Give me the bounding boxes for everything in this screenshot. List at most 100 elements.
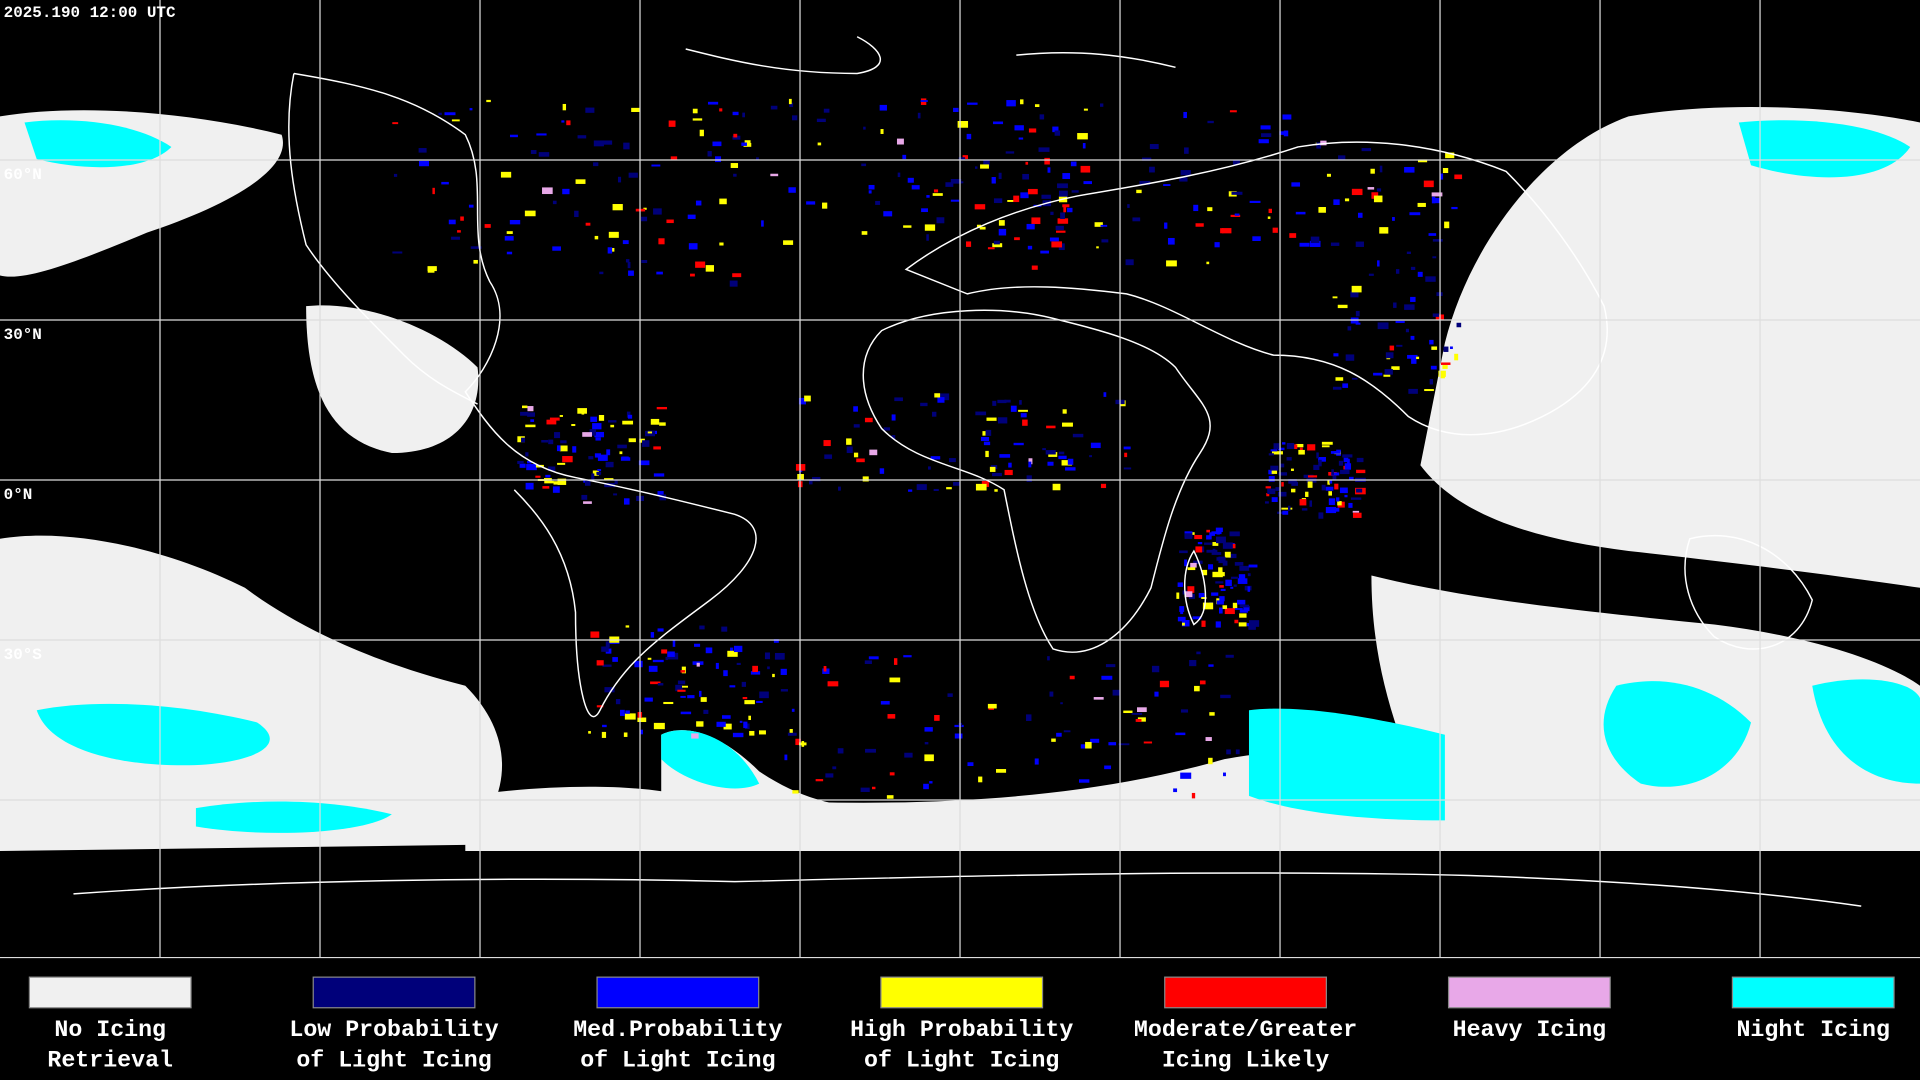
speckle [1451, 206, 1458, 210]
speckle [677, 689, 686, 692]
speckle [987, 703, 997, 709]
speckle [506, 251, 513, 255]
speckle [1330, 242, 1340, 246]
speckle [1351, 188, 1363, 196]
speckle [1132, 217, 1141, 222]
speckle [1281, 507, 1293, 510]
speckle [758, 730, 766, 735]
coastline [1684, 534, 1814, 650]
speckle [1062, 204, 1070, 208]
speckle [732, 135, 741, 140]
speckle [994, 489, 998, 492]
speckle [1208, 757, 1213, 765]
speckle [599, 271, 604, 275]
speckle [744, 140, 751, 146]
speckle [1265, 486, 1271, 489]
speckle [1100, 224, 1108, 227]
speckle [1356, 469, 1366, 474]
speckle [1393, 302, 1397, 308]
speckle [680, 695, 686, 698]
speckle [1333, 353, 1339, 357]
speckle [1281, 442, 1286, 445]
coastline [288, 73, 478, 405]
speckle [741, 681, 747, 687]
speckle [680, 670, 686, 673]
speckle [962, 155, 969, 159]
speckle [722, 715, 731, 719]
speckle [742, 112, 745, 118]
speckle [1175, 732, 1186, 736]
speckle [590, 631, 600, 638]
speckle [1197, 542, 1203, 545]
speckle [581, 410, 585, 415]
speckle [625, 625, 630, 628]
speckle [1235, 749, 1240, 755]
speckle [1069, 675, 1075, 680]
speckle [983, 159, 990, 167]
speckle [1431, 192, 1443, 197]
speckle [1295, 211, 1306, 215]
speckle [783, 240, 794, 245]
speckle [1056, 230, 1066, 233]
speckle [770, 105, 778, 110]
speckle [1450, 346, 1453, 350]
speckle [736, 662, 741, 665]
icing-speckles [392, 98, 1463, 799]
speckle [1299, 242, 1310, 247]
speckle [1198, 592, 1205, 598]
speckle [761, 220, 764, 227]
speckle [566, 120, 571, 126]
speckle [1202, 569, 1208, 576]
speckle [1211, 531, 1222, 535]
speckle [1247, 586, 1251, 592]
speckle [1355, 241, 1364, 247]
speckle [930, 456, 941, 460]
speckle [696, 721, 704, 727]
speckle [770, 173, 779, 177]
speckle [1104, 765, 1112, 770]
speckle [699, 129, 704, 137]
speckle [519, 463, 526, 468]
speckle [1231, 576, 1238, 579]
speckle [418, 148, 427, 153]
speckle [650, 681, 661, 685]
speckle [1237, 599, 1246, 605]
speckle [1180, 610, 1184, 615]
speckle [950, 199, 960, 202]
speckle [1143, 741, 1153, 744]
legend-swatch [880, 976, 1044, 1009]
speckle [1356, 457, 1364, 463]
speckle [670, 156, 678, 160]
speckle [585, 222, 591, 226]
speckle [707, 101, 719, 105]
speckle [604, 478, 614, 481]
speckle [1234, 608, 1243, 610]
speckle [1105, 664, 1116, 668]
speckle [1391, 366, 1400, 370]
speckle [883, 427, 891, 431]
speckle [997, 417, 1008, 424]
speckle [879, 104, 887, 111]
speckle [1215, 621, 1221, 628]
speckle [1020, 192, 1029, 199]
speckle [593, 162, 599, 167]
speckle [1308, 475, 1318, 478]
speckle [1345, 354, 1355, 361]
speckle [1100, 103, 1104, 107]
speckle [1224, 608, 1235, 615]
speckle [1218, 567, 1223, 574]
speckle [815, 779, 824, 782]
speckle [1164, 222, 1168, 229]
speckle [1454, 174, 1463, 180]
speckle [1195, 546, 1203, 553]
speckle [789, 102, 794, 108]
speckle [1344, 463, 1352, 470]
speckle [992, 121, 1004, 125]
speckle [853, 424, 860, 428]
speckle [524, 210, 536, 217]
coastline [1184, 549, 1207, 626]
speckle [715, 662, 719, 669]
speckle [1249, 200, 1261, 203]
speckle [780, 668, 787, 675]
speckle [1034, 758, 1039, 765]
